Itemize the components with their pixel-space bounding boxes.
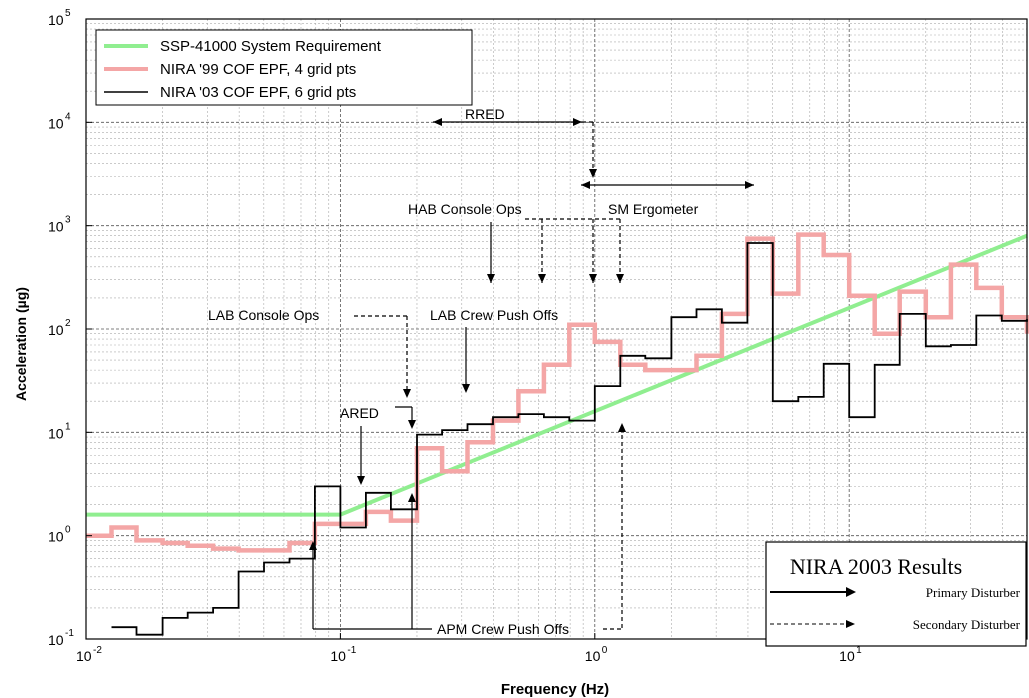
annotation-arrows <box>309 118 754 630</box>
info-box-secondary: Secondary Disturber <box>913 617 1021 632</box>
y-tick-label: 10 <box>48 115 64 131</box>
y-tick-exponent: 0 <box>65 525 71 536</box>
annotation-ared: ARED <box>340 405 379 421</box>
x-tick-exponent: -2 <box>93 645 102 656</box>
x-tick-exponent: 1 <box>856 645 862 656</box>
x-tick-label: 10 <box>585 648 601 664</box>
legend: SSP-41000 System Requirement NIRA '99 CO… <box>95 29 473 106</box>
series-requirement-line <box>86 233 1028 517</box>
series-nira03-step <box>111 242 1028 636</box>
y-tick-exponent: 2 <box>65 318 71 329</box>
info-box-title: NIRA 2003 Results <box>790 554 962 579</box>
annotation-lab-crew-push-offs: LAB Crew Push Offs <box>430 307 558 323</box>
rred-left-arrowhead <box>433 118 442 126</box>
y-tick-exponent: 5 <box>65 8 71 19</box>
info-box: NIRA 2003 Results Primary Disturber Seco… <box>765 541 1027 647</box>
lab-console-arrowhead <box>403 389 411 398</box>
secondary-arrowhead-sample <box>846 620 855 628</box>
y-tick-exponent: 3 <box>65 215 71 226</box>
x-tick-label: 10 <box>839 648 855 664</box>
x-tick-label: 10 <box>330 648 346 664</box>
ared-arrowhead-2 <box>408 420 416 429</box>
x-tick-label: 10 <box>76 648 92 664</box>
y-tick-label: 10 <box>48 425 64 441</box>
y-tick-label: 10 <box>48 219 64 235</box>
series-nira99-step <box>86 232 1029 553</box>
y-tick-exponent: 4 <box>65 111 71 122</box>
annotation-lab-console-ops: LAB Console Ops <box>208 307 319 323</box>
y-axis-label: Acceleration (µg) <box>13 287 29 401</box>
rred-right-arrowhead <box>573 118 582 126</box>
y-tick-label: 10 <box>48 529 64 545</box>
apm-arrowhead-right <box>408 493 416 502</box>
x-axis-label: Frequency (Hz) <box>501 681 609 698</box>
hab-secondary-arrowhead-3 <box>616 274 624 283</box>
y-tick-label: 10 <box>48 322 64 338</box>
axis-ticks: 10 -2 10 -1 10 0 10 110 -110 010 110 210 310 410 5 <box>48 8 862 664</box>
x-tick-exponent: -1 <box>347 645 356 656</box>
ared-arrowhead <box>357 476 365 485</box>
annotation-apm-crew-push-offs: APM Crew Push Offs <box>437 621 569 637</box>
sm-ergometer-right-arrowhead <box>745 181 754 189</box>
legend-label-nira99: NIRA '99 COF EPF, 4 grid pts <box>160 61 356 78</box>
y-tick-label: 10 <box>48 12 64 28</box>
hab-primary-arrowhead <box>487 274 495 283</box>
legend-label-requirement: SSP-41000 System Requirement <box>160 38 382 55</box>
series-layer <box>86 232 1029 636</box>
info-box-primary: Primary Disturber <box>926 585 1021 600</box>
apm-arrowhead-left <box>309 541 317 550</box>
primary-arrowhead-sample <box>846 587 856 597</box>
annotation-sm-ergometer: SM Ergometer <box>608 201 699 217</box>
x-tick-exponent: 0 <box>602 645 608 656</box>
annotation-rred: RRED <box>465 106 505 122</box>
hab-secondary-arrowhead-2 <box>589 274 597 283</box>
y-tick-exponent: 1 <box>65 421 71 432</box>
annotation-hab-console-ops: HAB Console Ops <box>408 201 522 217</box>
lab-crew-arrowhead <box>462 384 470 393</box>
y-tick-exponent: -1 <box>65 628 74 639</box>
legend-label-nira03: NIRA '03 COF EPF, 6 grid pts <box>160 84 356 101</box>
rred-secondary-arrowhead <box>589 169 597 178</box>
y-tick-label: 10 <box>48 632 64 648</box>
lab-crew-secondary-arrowhead <box>618 423 626 432</box>
sm-ergometer-left-arrowhead <box>581 181 590 189</box>
hab-secondary-arrowhead-1 <box>538 274 546 283</box>
annotation-labels: RRED SM Ergometer HAB Console Ops LAB Co… <box>208 106 699 637</box>
